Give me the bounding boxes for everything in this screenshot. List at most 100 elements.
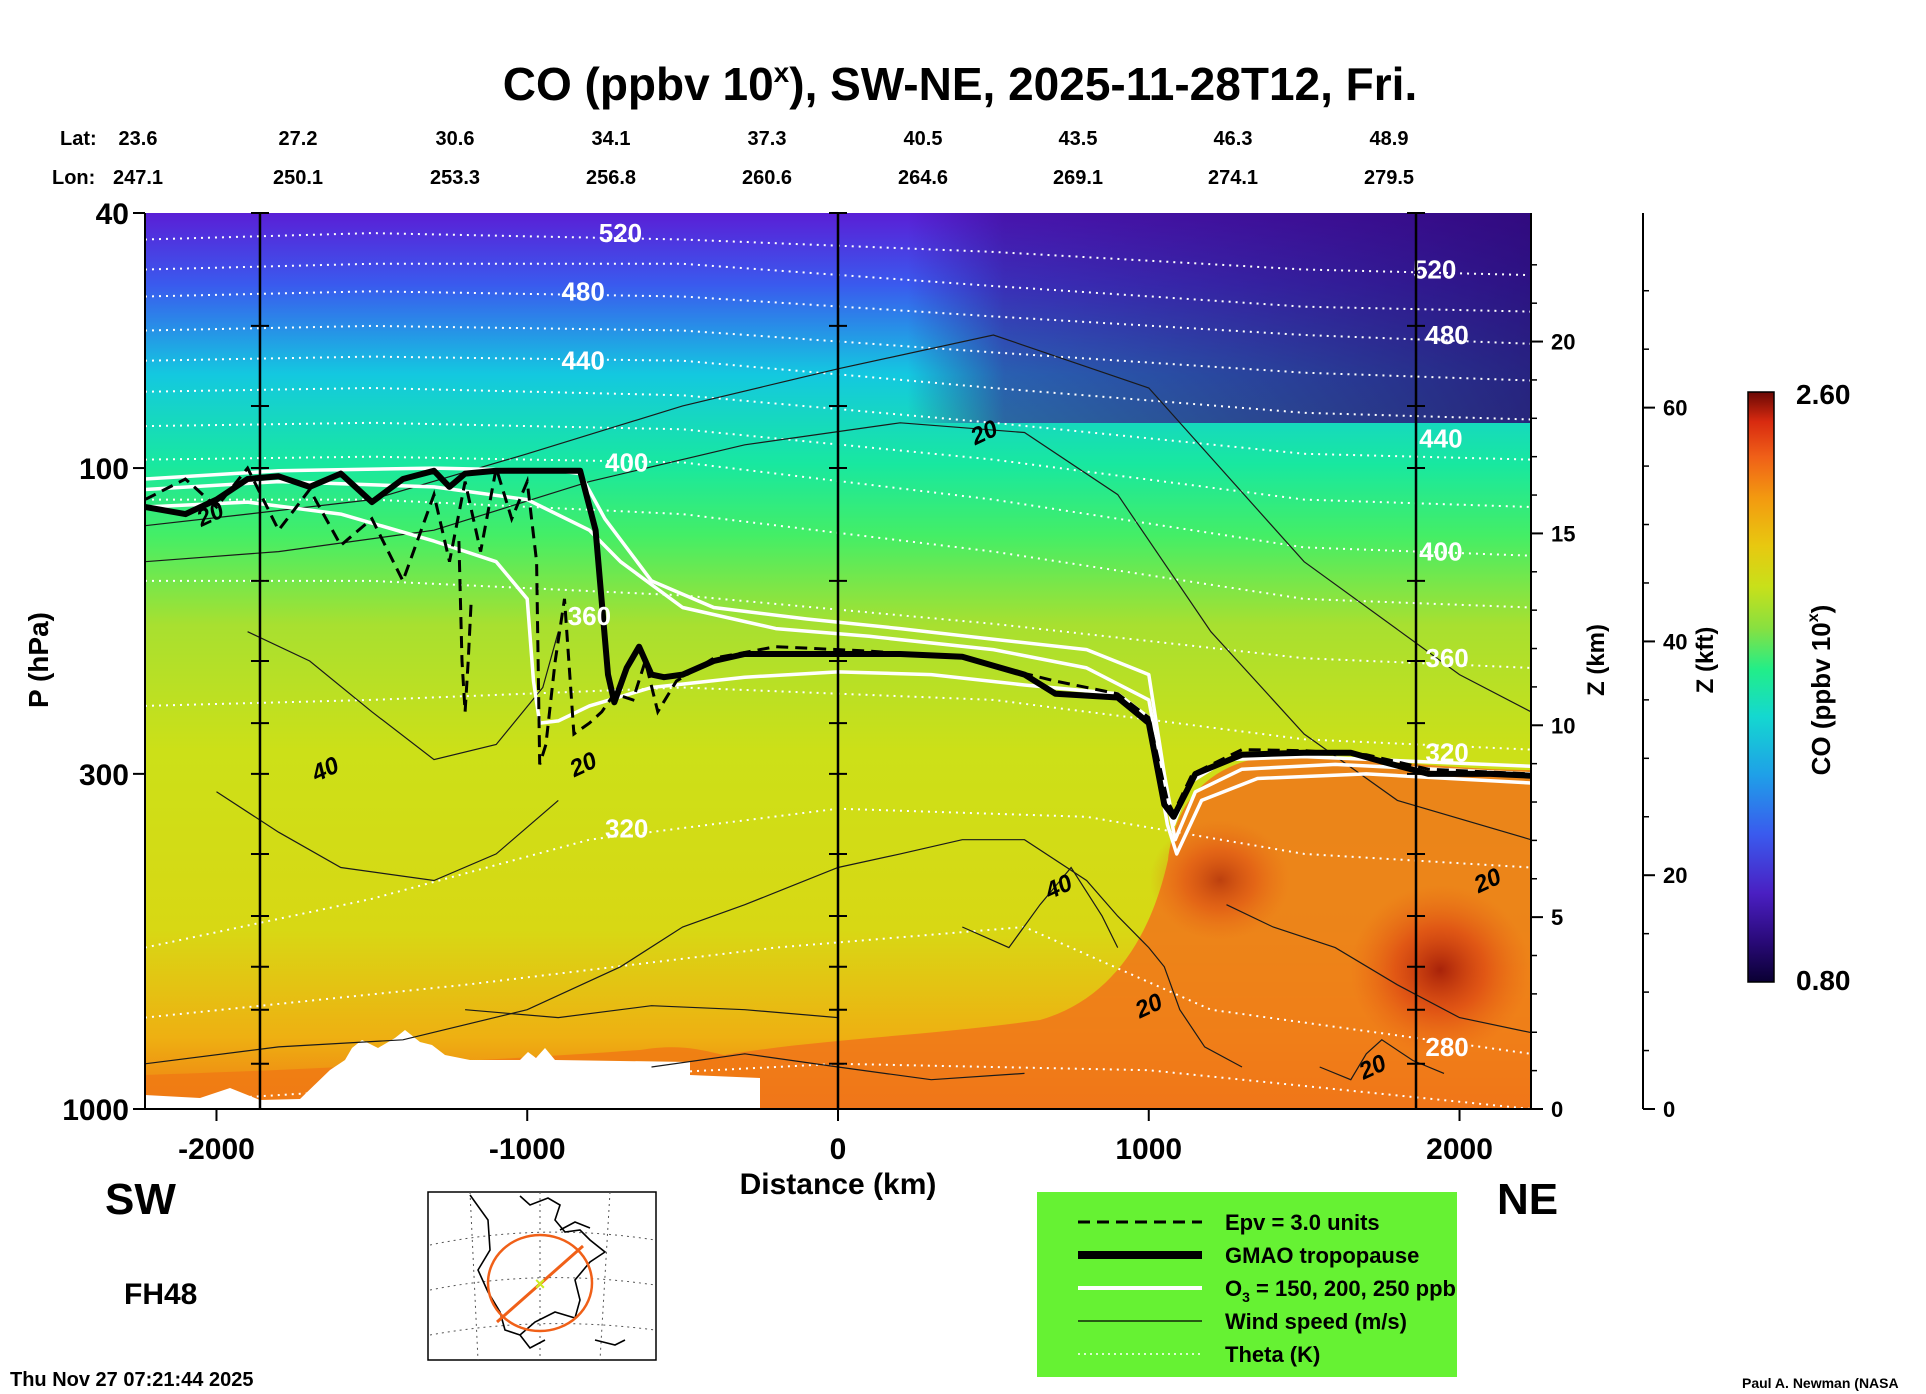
epv-contour [457, 541, 473, 712]
colorbar-axis-label: CO (ppbv 10x) [1805, 605, 1836, 776]
theta-labels: 520 480 440 400 360 320 520 480 440 400 360 320 280 [561, 218, 1468, 1062]
lon-tick-label: 264.6 [898, 167, 948, 189]
lon-tick-label: 279.5 [1364, 167, 1414, 189]
lon-label: Lon: [52, 167, 95, 189]
lat-tick-label: 43.5 [1059, 128, 1098, 150]
theta-label: 440 [561, 346, 604, 376]
lon-tick-label: 269.1 [1053, 167, 1103, 189]
wind-speed-contour [962, 866, 1119, 949]
wind-speed-contour [465, 1005, 839, 1019]
legend-label: O3 = 150, 200, 250 ppb [1225, 1276, 1456, 1305]
x-tick-label: 2000 [1426, 1133, 1493, 1166]
legend: Epv = 3.0 units GMAO tropopause O3 = 150, … [1037, 1192, 1457, 1377]
z-km-tick-label: 15 [1551, 521, 1575, 546]
z-km-tick-label: 0 [1551, 1097, 1563, 1122]
z-kft-axis-label: Z (kft) [1692, 627, 1719, 694]
theta-label: 360 [568, 601, 611, 631]
wind-speed-contour [145, 839, 1243, 1068]
z-km-tick-label: 10 [1551, 713, 1575, 738]
lat-tick-label: 30.6 [436, 128, 475, 150]
lat-tick-label: 40.5 [904, 128, 943, 150]
lat-tick-label: 37.3 [748, 128, 787, 150]
inset-map-transect-line [496, 1244, 584, 1324]
lat-tick-label: 23.6 [119, 128, 158, 150]
theta-label: 440 [1419, 424, 1462, 454]
z-km-axis-label: Z (km) [1583, 624, 1610, 696]
y-tick-label: 40 [96, 198, 129, 231]
lat-tick-label: 46.3 [1214, 128, 1253, 150]
colorbar [1747, 391, 1775, 983]
lat-tick-label: 27.2 [279, 128, 318, 150]
epv-contours [145, 465, 1531, 817]
colorbar-max-label: 2.60 [1796, 379, 1851, 410]
inset-map-graticule [429, 1191, 656, 1361]
theta-label: 320 [605, 813, 648, 843]
terrain-mask [145, 1030, 760, 1109]
lat-tick-label: 34.1 [592, 128, 631, 150]
legend-label: Theta (K) [1225, 1342, 1320, 1367]
x-tick-label: 1000 [1115, 1133, 1182, 1166]
x-tick-label: -1000 [489, 1133, 566, 1166]
z-km-tick-label: 5 [1551, 905, 1563, 930]
inset-map-coastlines [469, 1194, 626, 1350]
inset-map-range-circle [486, 1233, 594, 1333]
y-tick-label: 300 [79, 759, 129, 792]
z-km-axis: 0 5 10 15 20 [1531, 264, 1575, 1122]
timestamp-label: Thu Nov 27 07:21:44 2025 [10, 1369, 253, 1391]
z-kft-tick-label: 20 [1663, 863, 1687, 888]
legend-label: GMAO tropopause [1225, 1243, 1419, 1268]
credit-label: Paul A. Newman (NASA [1742, 1375, 1899, 1391]
y-tick-label: 1000 [62, 1094, 129, 1127]
gmao-tropopause-line [145, 467, 1531, 820]
chart-title: CO (ppbv 10x), SW-NE, 2025-11-28T12, Fri… [503, 57, 1418, 110]
lat-tick-label: 48.9 [1370, 128, 1409, 150]
theta-label: 520 [599, 218, 642, 248]
z-kft-tick-label: 0 [1663, 1097, 1675, 1122]
lat-label: Lat: [60, 128, 97, 150]
x-tick-label: 0 [830, 1133, 847, 1166]
lon-tick-label: 250.1 [273, 167, 323, 189]
x-axis-label: Distance (km) [740, 1168, 937, 1201]
lon-tick-label: 247.1 [113, 167, 163, 189]
z-kft-axis: 0 20 40 60 [1643, 289, 1687, 1122]
ozone-contour [145, 479, 1531, 842]
y-tick-label: 100 [79, 453, 129, 486]
co-field-core-2 [1150, 820, 1290, 940]
ozone-contour [145, 500, 1531, 856]
lon-tick-label: 253.3 [430, 167, 480, 189]
theta-label: 480 [1425, 320, 1468, 350]
inset-map-center-marker-icon: × [535, 1274, 546, 1294]
theta-label: 400 [605, 447, 648, 477]
y-axis-label: P (hPa) [23, 612, 54, 708]
co-field-max-core [1350, 885, 1530, 1055]
colorbar-min-label: 0.80 [1796, 965, 1851, 996]
theta-label: 480 [561, 276, 604, 306]
wind-speed-contour [247, 631, 559, 761]
z-kft-tick-label: 60 [1663, 396, 1687, 421]
lon-tick-label: 260.6 [742, 167, 792, 189]
theta-label: 320 [1425, 738, 1468, 768]
theta-label: 520 [1413, 254, 1456, 284]
theta-label: 400 [1419, 537, 1462, 567]
ne-direction-label: NE [1497, 1175, 1558, 1224]
wind-speed-contour [1319, 1039, 1445, 1081]
lon-tick-label: 256.8 [586, 167, 636, 189]
lat-lon-ticks: 23.6 27.2 30.6 34.1 37.3 40.5 43.5 46.3 48.9 247.… [113, 128, 1414, 189]
inset-map: × [427, 1191, 657, 1361]
lon-tick-label: 274.1 [1208, 167, 1258, 189]
z-kft-tick-label: 40 [1663, 629, 1687, 654]
theta-label: 360 [1425, 643, 1468, 673]
y-axis: 40 100 300 1000 [62, 198, 145, 1127]
x-tick-label: -2000 [178, 1133, 255, 1166]
legend-label: Epv = 3.0 units [1225, 1210, 1380, 1235]
forecast-hour-label: FH48 [124, 1278, 197, 1311]
sw-direction-label: SW [105, 1175, 176, 1224]
legend-label: Wind speed (m/s) [1225, 1309, 1407, 1334]
wind-speed-contour [1226, 904, 1531, 1034]
theta-line [145, 925, 1531, 1055]
z-km-tick-label: 20 [1551, 330, 1575, 355]
x-axis: -2000 -1000 0 1000 2000 [178, 1109, 1493, 1166]
wind-speed-contour [216, 791, 559, 882]
vertical-reference-lines [250, 212, 1426, 1110]
